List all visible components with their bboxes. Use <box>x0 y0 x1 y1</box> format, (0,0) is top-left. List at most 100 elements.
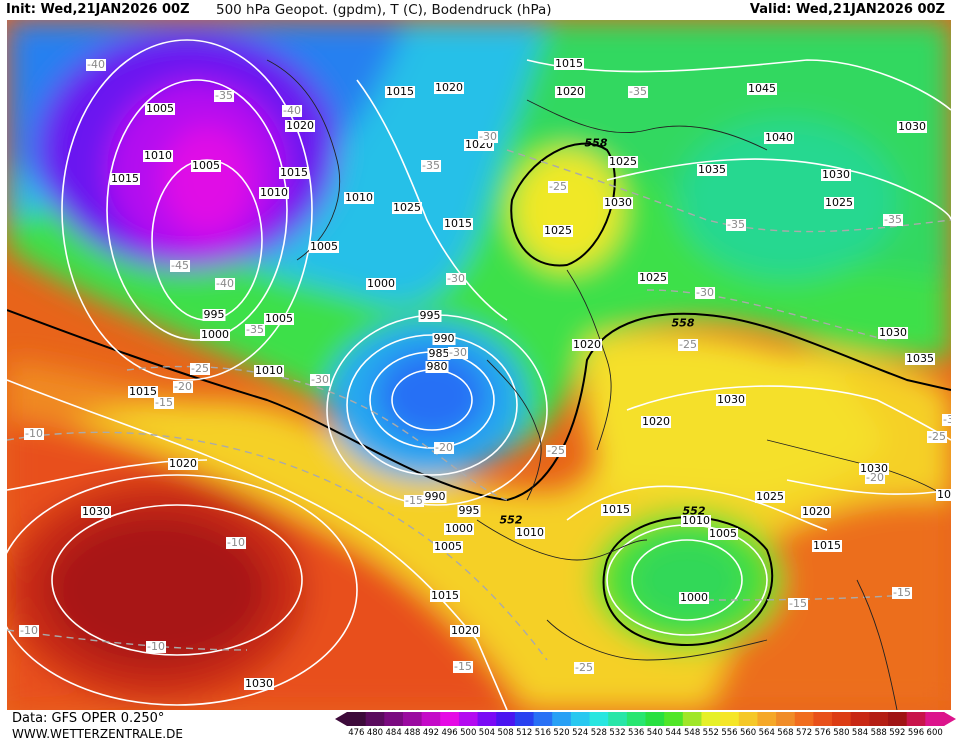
pressure-label: 1020 <box>450 624 480 637</box>
pressure-label: 1005 <box>309 240 339 253</box>
pressure-label: 1030 <box>878 326 908 339</box>
scale-tick-label: 572 <box>795 728 813 738</box>
scale-tick-label: 516 <box>534 728 552 738</box>
pressure-label: 1025 <box>392 201 422 214</box>
pressure-label: 1005 <box>264 312 294 325</box>
data-source: Data: GFS OPER 0.250° <box>12 711 165 726</box>
temperature-label: -35 <box>421 159 441 172</box>
scale-tick-label: 508 <box>497 728 514 738</box>
scale-swatch <box>347 712 367 726</box>
color-scale-bar <box>335 712 956 726</box>
init-time: Init: Wed,21JAN2026 00Z <box>6 2 190 17</box>
scale-tick-label: 560 <box>739 728 757 738</box>
pressure-label: 1015 <box>128 385 158 398</box>
scale-swatch <box>701 712 721 726</box>
pressure-label: 985 <box>427 347 451 360</box>
scale-swatch <box>626 712 646 726</box>
temperature-label: -20 <box>434 441 454 454</box>
scale-swatch <box>869 712 889 726</box>
pressure-label: 995 <box>418 309 442 322</box>
temperature-label: -25 <box>546 444 566 457</box>
pressure-label: 1035 <box>697 163 727 176</box>
scale-swatch <box>776 712 796 726</box>
pressure-label: 1030 <box>81 505 111 518</box>
temperature-label: -40 <box>86 58 106 71</box>
pressure-label: 1015 <box>601 503 631 516</box>
scale-tick-label: 540 <box>646 728 663 738</box>
pressure-label: 1015 <box>110 172 140 185</box>
pressure-label: 1010 <box>259 186 289 199</box>
temperature-label: -40 <box>215 277 235 290</box>
scale-swatch <box>440 712 460 726</box>
temperature-label: -15 <box>788 597 808 610</box>
temperature-label: -35 <box>883 213 903 226</box>
scale-swatch <box>458 712 479 726</box>
pressure-label: 1030 <box>897 120 927 133</box>
pressure-label: 1020 <box>641 415 671 428</box>
scale-tick-label: 488 <box>404 728 421 738</box>
scale-tick-label: 588 <box>870 728 887 738</box>
pressure-label: 1015 <box>430 589 460 602</box>
temperature-label: -30 <box>942 414 951 426</box>
scale-tick-label: 480 <box>366 728 384 738</box>
pressure-label: 995 <box>457 504 481 517</box>
scale-tick-label: 496 <box>441 728 458 738</box>
pressure-label: 1020 <box>801 505 831 518</box>
temperature-label: -25 <box>574 661 594 674</box>
scale-swatch <box>402 712 423 726</box>
map-title: 500 hPa Geopot. (gpdm), T (C), Bodendruc… <box>216 2 552 18</box>
pressure-label: 1015 <box>385 85 415 98</box>
scale-tick-label: 592 <box>889 728 906 738</box>
temperature-label: -25 <box>190 362 210 375</box>
pressure-label: 1035 <box>905 352 935 365</box>
pressure-label: 990 <box>423 490 447 503</box>
geopotential-label: 558 <box>584 136 608 150</box>
scale-tick-label: 512 <box>516 728 533 738</box>
pressure-label: 1010 <box>681 514 711 527</box>
scale-swatch <box>552 712 572 726</box>
pressure-label: 1020 <box>285 119 315 132</box>
temperature-label: -10 <box>226 536 246 549</box>
website-credit: WWW.WETTERZENTRALE.DE <box>12 727 183 741</box>
scale-tick-label: 500 <box>460 728 477 738</box>
scale-tick-label: 584 <box>851 728 869 738</box>
pressure-label: 1025 <box>824 196 854 209</box>
pressure-label: 1030 <box>603 196 633 209</box>
pressure-label: 1005 <box>433 540 463 553</box>
scale-swatch <box>925 712 945 726</box>
scale-swatch <box>589 712 609 726</box>
pressure-label: 1020 <box>555 85 585 98</box>
scale-swatch <box>365 712 385 726</box>
scale-tick-label: 568 <box>777 728 794 738</box>
temperature-label: -40 <box>282 104 302 117</box>
pressure-label: 1030 <box>244 677 274 690</box>
scale-tick-label: 524 <box>572 728 589 738</box>
pressure-label: 1000 <box>444 522 474 535</box>
geopotential-label: 558 <box>671 316 695 330</box>
geopotential-contour-med <box>602 516 774 647</box>
pressure-label: 1030 <box>936 489 951 501</box>
scale-swatch <box>496 712 516 726</box>
scale-tick-label: 600 <box>926 728 943 738</box>
scale-swatch <box>421 712 441 726</box>
weather-map: 1005 1010 1015 1005 1010 1015 1020 1015 1020 1015… <box>7 20 951 710</box>
pressure-label: 1015 <box>279 166 309 179</box>
temperature-label: -20 <box>865 471 885 484</box>
scale-tick-label: 564 <box>758 728 775 738</box>
scale-swatch <box>738 712 758 726</box>
temperature-label: -25 <box>548 180 568 193</box>
temperature-label: -15 <box>453 660 473 673</box>
pressure-label: 1030 <box>821 168 851 181</box>
pressure-label: 1015 <box>812 539 842 552</box>
pressure-label: 1020 <box>168 457 198 470</box>
scale-arrow-right <box>944 712 956 726</box>
scale-swatch <box>664 712 684 726</box>
scale-swatch <box>757 712 777 726</box>
scale-swatch <box>477 712 497 726</box>
scale-tick-label: 532 <box>609 728 626 738</box>
scale-swatch <box>570 712 591 726</box>
pressure-label: 1015 <box>443 217 473 230</box>
scale-tick-label: 548 <box>684 728 701 738</box>
pressure-label: 1040 <box>764 131 794 144</box>
pressure-label: 1015 <box>554 57 584 70</box>
